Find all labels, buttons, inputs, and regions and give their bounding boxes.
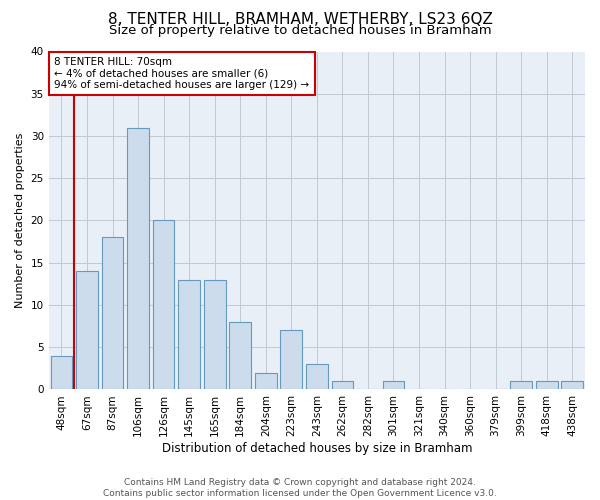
Bar [562,381,583,390]
Bar [280,330,302,390]
Bar [536,381,557,390]
Bar [204,280,226,390]
Bar [229,322,251,390]
Text: 8 TENTER HILL: 70sqm
← 4% of detached houses are smaller (6)
94% of semi-detache: 8 TENTER HILL: 70sqm ← 4% of detached ho… [54,57,310,90]
Text: 8, TENTER HILL, BRAMHAM, WETHERBY, LS23 6QZ: 8, TENTER HILL, BRAMHAM, WETHERBY, LS23 … [107,12,493,28]
Bar [76,271,98,390]
Bar [153,220,175,390]
Bar [101,238,124,390]
Text: Contains HM Land Registry data © Crown copyright and database right 2024.
Contai: Contains HM Land Registry data © Crown c… [103,478,497,498]
Bar [255,372,277,390]
Bar [50,356,72,390]
Bar [383,381,404,390]
Text: Size of property relative to detached houses in Bramham: Size of property relative to detached ho… [109,24,491,37]
X-axis label: Distribution of detached houses by size in Bramham: Distribution of detached houses by size … [161,442,472,455]
Bar [178,280,200,390]
Bar [127,128,149,390]
Y-axis label: Number of detached properties: Number of detached properties [15,133,25,308]
Bar [510,381,532,390]
Bar [306,364,328,390]
Bar [332,381,353,390]
